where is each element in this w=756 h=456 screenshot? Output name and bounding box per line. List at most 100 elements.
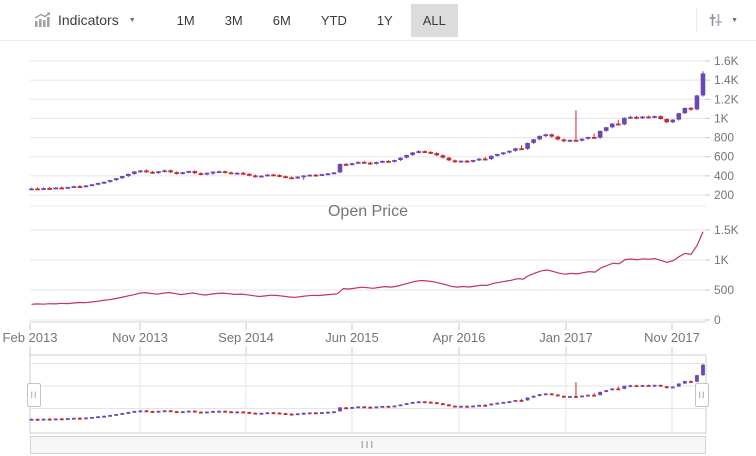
candle-body — [301, 412, 306, 415]
scroller-track[interactable] — [30, 355, 706, 433]
candle-body — [156, 171, 161, 174]
candle-body — [71, 186, 77, 188]
chevron-down-icon: ▼ — [731, 16, 738, 24]
x-tick-label: Jun 2015 — [325, 330, 379, 345]
candle-body — [634, 385, 639, 388]
candle-body — [368, 406, 373, 409]
candle-body — [174, 172, 179, 175]
y-tick-label: 1.5K — [714, 223, 739, 237]
candle-body — [277, 412, 282, 415]
candle-body — [295, 413, 300, 416]
candle-body — [223, 410, 227, 413]
candle-body — [259, 175, 264, 178]
candle-body — [386, 160, 391, 163]
candle-body — [349, 163, 355, 166]
candle-body — [120, 413, 125, 415]
candle-body — [35, 188, 40, 191]
candle-body — [192, 171, 198, 174]
candle-body — [525, 397, 530, 401]
candle-body — [374, 406, 379, 409]
candle-body — [561, 395, 566, 398]
candle-body — [555, 394, 560, 397]
candle-body — [658, 116, 663, 119]
candle-body — [519, 400, 524, 402]
x-tick-label: Feb 2013 — [3, 330, 58, 345]
chart-settings-button[interactable]: ▼ — [697, 6, 748, 34]
candle-body — [428, 151, 434, 154]
range-button-3m[interactable]: 3M — [213, 4, 255, 37]
candle-body — [398, 404, 403, 407]
candle-body — [125, 173, 131, 177]
candle-body — [664, 386, 669, 389]
candle-body — [440, 155, 446, 158]
y-tick-label: 1.4K — [714, 73, 739, 87]
candle-body — [78, 417, 82, 420]
candle-body — [488, 155, 494, 160]
candle-body — [701, 364, 705, 376]
candle-body — [338, 407, 342, 412]
candle-body — [295, 176, 300, 179]
candle-body — [579, 138, 585, 141]
candle-body — [150, 171, 155, 174]
y-tick-label: 200 — [714, 188, 734, 202]
candle-body — [616, 388, 621, 391]
candle-body — [89, 184, 95, 187]
candle-body — [247, 412, 252, 414]
candle-body — [35, 418, 40, 421]
candle-body — [507, 401, 512, 404]
candle-body — [531, 139, 536, 143]
candle-body — [592, 394, 597, 397]
candle-body — [180, 411, 185, 414]
price-plot-area[interactable] — [30, 50, 706, 206]
candle-body — [598, 391, 603, 396]
y-tick-label: 1K — [714, 111, 729, 125]
candle-body — [410, 152, 415, 155]
candle-body — [646, 116, 651, 119]
candle-body — [422, 401, 427, 404]
candle-body — [332, 411, 336, 414]
range-button-all[interactable]: ALL — [410, 3, 458, 37]
candle-body — [489, 403, 494, 406]
candle-body — [41, 418, 46, 421]
candle-body — [217, 410, 221, 413]
range-button-1y[interactable]: 1Y — [365, 4, 405, 37]
candle-body — [652, 116, 657, 118]
candle-body — [640, 116, 645, 119]
candle-body — [325, 173, 331, 176]
candle-body — [392, 405, 397, 408]
candle-body — [246, 173, 252, 176]
candle-body — [398, 157, 403, 161]
x-tick-label: Nov 2013 — [112, 330, 168, 345]
candle-body — [101, 181, 107, 184]
open-price-plot-area[interactable] — [30, 224, 706, 322]
candle-body — [356, 406, 361, 409]
candle-body — [210, 171, 216, 174]
scroller-right-handle[interactable]: II — [695, 383, 709, 407]
sliders-icon — [709, 14, 722, 26]
candle-body — [689, 381, 693, 383]
indicators-button[interactable]: Indicators ▼ — [28, 6, 142, 34]
horizontal-scrollbar[interactable]: III — [30, 436, 706, 454]
candle-body — [83, 185, 89, 188]
range-button-ytd[interactable]: YTD — [309, 4, 359, 37]
candle-body — [501, 401, 506, 404]
candle-body — [84, 417, 88, 420]
open-price-plot-title: Open Price — [327, 203, 409, 220]
candle-body — [549, 393, 554, 396]
scroller-plot — [29, 354, 707, 434]
candle-body — [380, 160, 385, 163]
candle-body — [240, 172, 246, 175]
candle-body — [495, 402, 500, 405]
candle-body — [65, 186, 71, 189]
candle-body — [71, 417, 76, 420]
candle-body — [211, 411, 215, 413]
candle-body — [470, 160, 476, 162]
candle-body — [235, 411, 240, 414]
candle-body — [609, 123, 615, 128]
indicators-chart-icon — [34, 12, 50, 27]
range-button-6m[interactable]: 6M — [261, 4, 303, 37]
handle-grip-icon: II — [30, 390, 38, 400]
scroller-left-handle[interactable]: II — [27, 383, 41, 407]
range-button-1m[interactable]: 1M — [165, 4, 207, 37]
